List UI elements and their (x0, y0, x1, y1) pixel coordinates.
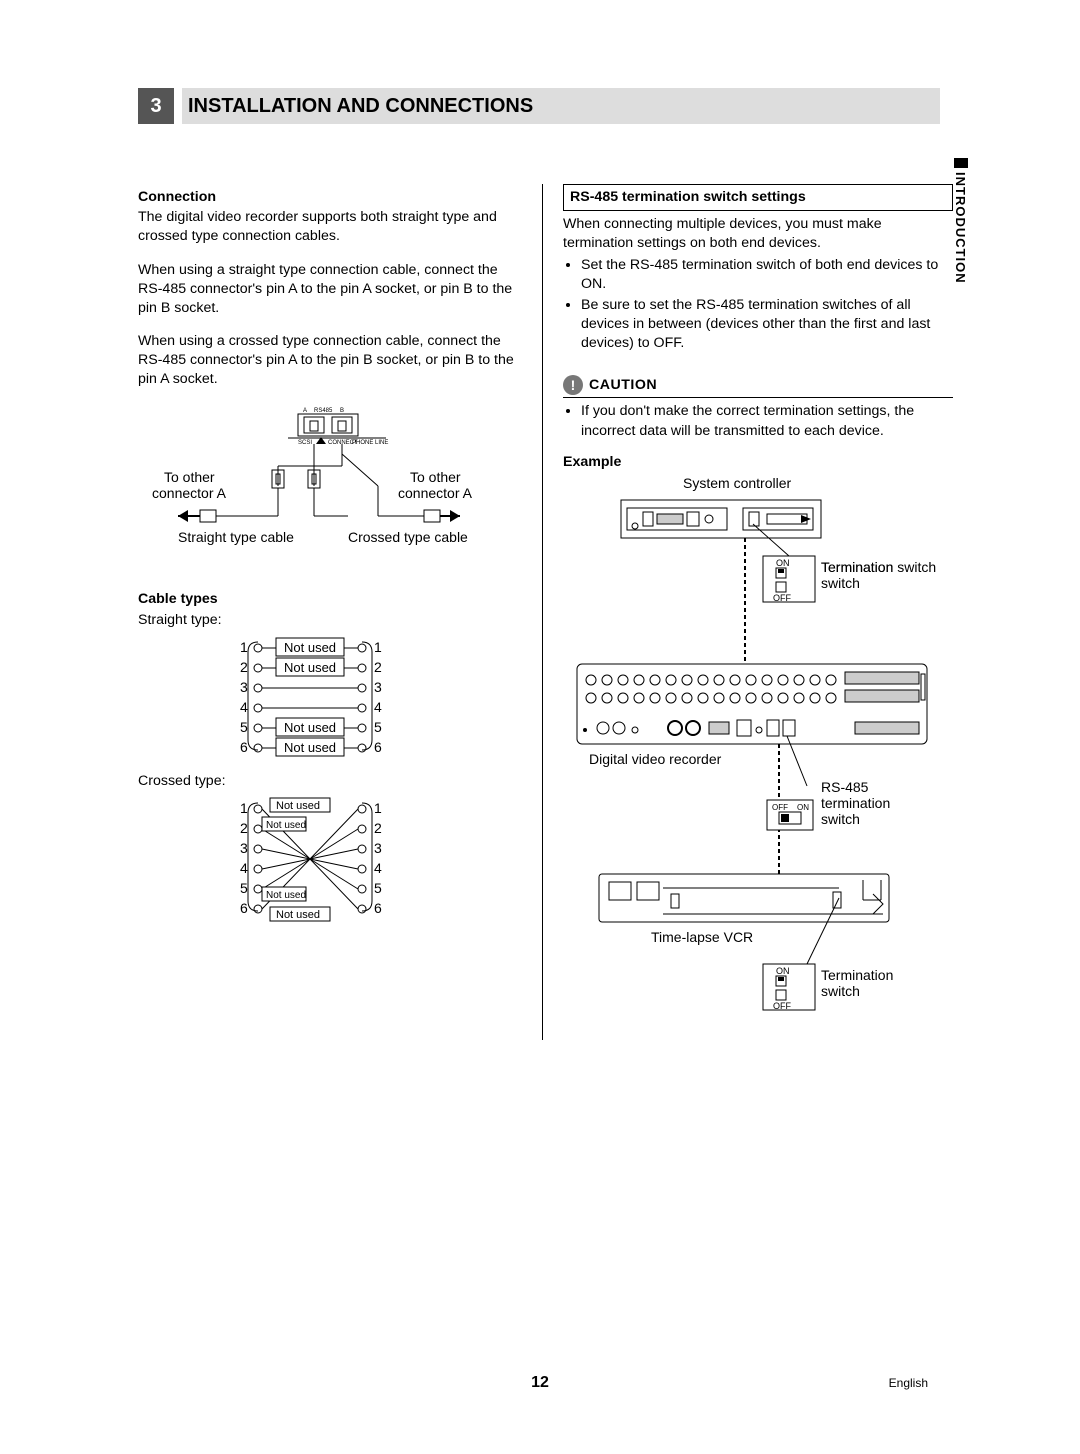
svg-text:Time-lapse VCR: Time-lapse VCR (651, 929, 753, 945)
svg-text:SCSI: SCSI (298, 440, 312, 446)
bullet-rs485-2: Be sure to set the RS-485 termination sw… (581, 296, 953, 354)
svg-text:4: 4 (240, 860, 248, 876)
para-conn-2: When using a straight type connection ca… (138, 261, 518, 319)
svg-text:To other: To other (164, 469, 215, 485)
diagram-example: System controller ON (563, 474, 953, 1034)
right-column: RS-485 termination switch settings When … (542, 184, 953, 1040)
svg-text:Not used: Not used (276, 800, 320, 812)
side-tab-marker (954, 158, 968, 168)
heading-cable-types: Cable types (138, 590, 518, 609)
svg-text:6: 6 (374, 739, 382, 755)
language-label: English (889, 1376, 928, 1390)
svg-text:PHONE LINE: PHONE LINE (352, 440, 388, 446)
svg-text:A: A (303, 408, 307, 414)
chapter-header: 3 INSTALLATION AND CONNECTIONS (138, 88, 940, 124)
columns: Connection The digital video recorder su… (138, 184, 940, 1040)
svg-text:Not used: Not used (284, 740, 336, 755)
label-straight: Straight type: (138, 611, 518, 630)
svg-text:4: 4 (374, 699, 382, 715)
svg-text:Not used: Not used (266, 890, 306, 901)
svg-text:2: 2 (374, 820, 382, 836)
para-conn-3: When using a crossed type connection cab… (138, 332, 518, 390)
svg-text:System controller: System controller (683, 475, 791, 491)
svg-text:3: 3 (374, 840, 382, 856)
list-caution: If you don't make the correct terminatio… (563, 402, 953, 440)
svg-text:6: 6 (240, 739, 248, 755)
svg-text:ON: ON (776, 966, 790, 976)
svg-text:ON: ON (776, 558, 790, 568)
svg-text:OFF: OFF (772, 803, 788, 812)
svg-text:switch: switch (821, 983, 860, 999)
heading-example: Example (563, 453, 953, 472)
svg-text:6: 6 (374, 900, 382, 916)
list-rs485: Set the RS-485 termination switch of bot… (563, 256, 953, 354)
heading-rs485: RS-485 termination switch settings (563, 184, 953, 211)
svg-text:To other: To other (410, 469, 461, 485)
svg-text:5: 5 (240, 719, 248, 735)
svg-text:1: 1 (240, 639, 248, 655)
svg-text:Not used: Not used (284, 660, 336, 675)
svg-text:1: 1 (374, 639, 382, 655)
svg-text:connector A: connector A (152, 485, 227, 501)
svg-text:Straight type cable: Straight type cable (178, 529, 294, 545)
svg-text:6: 6 (240, 900, 248, 916)
page: INTRODUCTION 3 INSTALLATION AND CONNECTI… (0, 0, 1080, 1454)
chapter-title: INSTALLATION AND CONNECTIONS (182, 88, 940, 124)
svg-text:1: 1 (240, 800, 248, 816)
svg-text:1: 1 (374, 800, 382, 816)
chapter-number: 3 (138, 88, 174, 124)
svg-text:3: 3 (240, 840, 248, 856)
svg-text:RS-485: RS-485 (821, 779, 869, 795)
para-rs485-intro: When connecting multiple devices, you mu… (563, 215, 953, 253)
bullet-rs485-1: Set the RS-485 termination switch of bot… (581, 256, 953, 294)
svg-text:ON: ON (797, 803, 809, 812)
svg-text:5: 5 (240, 880, 248, 896)
label-crossed: Crossed type: (138, 772, 518, 791)
svg-text:RS485: RS485 (314, 408, 333, 414)
svg-text:OFF: OFF (773, 1001, 791, 1011)
svg-text:Digital video recorder: Digital video recorder (589, 751, 722, 767)
svg-text:5: 5 (374, 880, 382, 896)
caution-header: ! CAUTION (563, 375, 953, 398)
svg-text:5: 5 (374, 719, 382, 735)
svg-text:switch: switch (821, 811, 860, 827)
caution-icon: ! (563, 375, 583, 395)
bullet-caution-1: If you don't make the correct terminatio… (581, 402, 953, 440)
svg-text:OFF: OFF (773, 593, 791, 603)
svg-text:4: 4 (240, 699, 248, 715)
svg-text:2: 2 (374, 659, 382, 675)
svg-text:Not used: Not used (266, 820, 306, 831)
caution-title: CAUTION (589, 376, 657, 395)
svg-text:2: 2 (240, 820, 248, 836)
svg-text:Not used: Not used (284, 640, 336, 655)
svg-text:Termination: Termination (821, 559, 893, 575)
left-column: Connection The digital video recorder su… (138, 184, 518, 1040)
svg-text:Crossed type cable: Crossed type cable (348, 529, 468, 545)
svg-text:B: B (340, 408, 344, 414)
diagram-crossed: 1 2 3 4 5 6 1 2 3 4 5 6 (138, 791, 518, 925)
svg-text:connector A: connector A (398, 485, 473, 501)
svg-text:switch: switch (821, 575, 860, 591)
svg-text:Not used: Not used (284, 720, 336, 735)
svg-text:4: 4 (374, 860, 382, 876)
svg-text:3: 3 (374, 679, 382, 695)
svg-text:Not used: Not used (276, 909, 320, 921)
side-tab-label: INTRODUCTION (953, 172, 968, 284)
svg-text:3: 3 (240, 679, 248, 695)
diagram-straight: 1 2 3 4 5 6 1 2 3 4 5 6 (138, 630, 518, 760)
heading-connection: Connection (138, 188, 518, 207)
para-conn-1: The digital video recorder supports both… (138, 208, 518, 246)
svg-text:Termination: Termination (821, 967, 893, 983)
diagram-connector: A RS485 B SCSI CONNECT PHONE LINE (138, 404, 518, 562)
svg-text:termination: termination (821, 795, 890, 811)
svg-text:2: 2 (240, 659, 248, 675)
